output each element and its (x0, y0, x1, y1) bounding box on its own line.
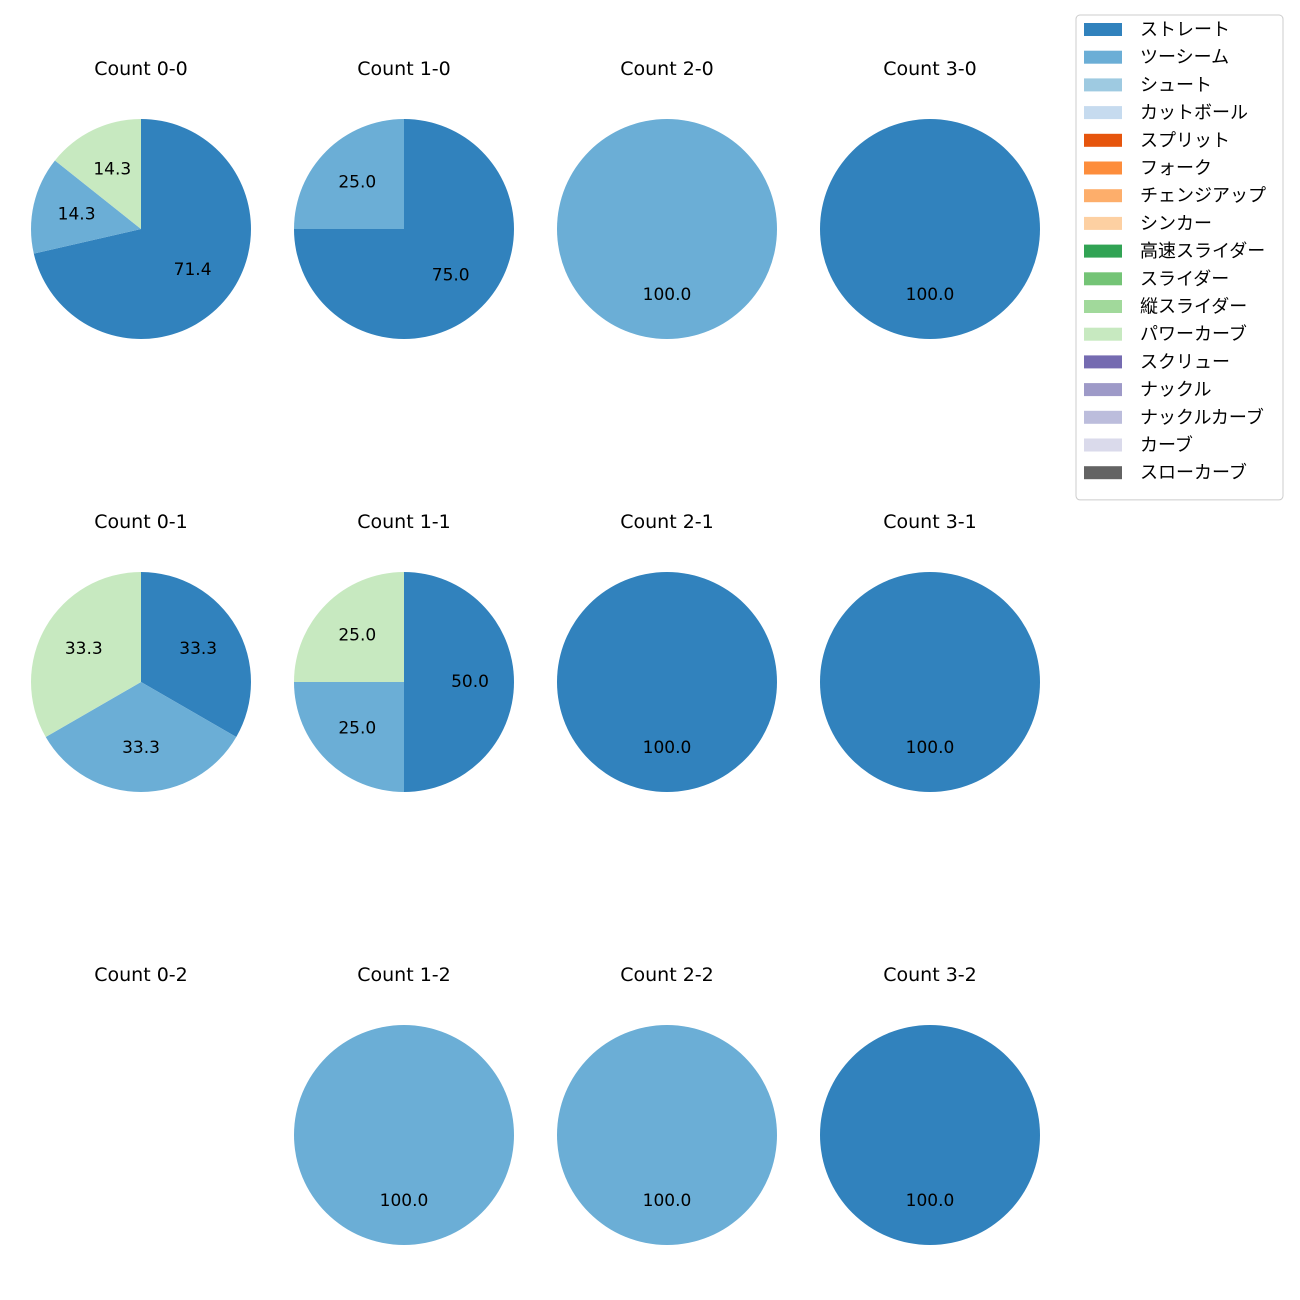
pie-12: Count 3-2 100.0 (820, 964, 1040, 1245)
pie-4: Count 3-0 100.0 (820, 58, 1040, 339)
pie-title: Count 2-0 (620, 58, 714, 80)
pie-slice (557, 119, 777, 339)
legend-swatch (1084, 133, 1122, 147)
legend-label: チェンジアップ (1140, 186, 1266, 207)
pie-6: Count 1-1 50.0 25.0 25.0 (294, 511, 514, 792)
pie-title: Count 2-1 (620, 511, 714, 533)
legend-label: シンカー (1140, 213, 1212, 234)
pie-slice (294, 682, 404, 792)
legend-label: ツーシーム (1140, 47, 1229, 68)
slice-label: 33.3 (122, 738, 160, 758)
pie-title: Count 1-2 (357, 964, 451, 986)
pie-2: Count 1-0 75.0 25.0 (294, 58, 514, 339)
pie-slice (820, 572, 1040, 792)
slice-label: 14.3 (58, 204, 96, 224)
slice-label: 100.0 (643, 285, 692, 305)
pie-title: Count 0-1 (94, 511, 188, 533)
legend-label: ストレート (1140, 20, 1230, 41)
legend-label: ナックルカーブ (1140, 406, 1264, 428)
legend-label: 高速スライダー (1140, 241, 1265, 262)
pie-slice (30, 160, 142, 254)
legend-swatch (1084, 410, 1122, 424)
slice-label: 33.3 (65, 639, 103, 659)
legend-label: カットボール (1140, 103, 1248, 124)
slice-label: 25.0 (338, 625, 376, 645)
pie-slice (557, 1025, 777, 1245)
slice-label: 14.3 (93, 160, 131, 180)
pie-title: Count 3-1 (883, 511, 977, 533)
legend: ストレートツーシームシュートカットボールスプリットフォークチェンジアップシンカー… (1075, 14, 1284, 501)
slice-label: 100.0 (906, 285, 955, 305)
legend-swatch (1084, 189, 1122, 203)
legend-label: スローカーブ (1140, 462, 1247, 484)
slice-label: 100.0 (906, 738, 955, 758)
pie-title: Count 0-0 (94, 58, 188, 80)
legend-swatch (1084, 50, 1122, 64)
pie-slice (45, 682, 237, 792)
slice-label: 71.4 (174, 260, 212, 280)
pie-3: Count 2-0 100.0 (557, 58, 777, 339)
pie-11: Count 2-2 100.0 (557, 964, 777, 1245)
legend-swatch (1084, 106, 1122, 120)
pie-slice (404, 572, 514, 792)
pie-slice (141, 572, 251, 737)
legend-label: シュート (1140, 75, 1212, 96)
legend-label: ナックル (1140, 380, 1211, 401)
slice-label: 100.0 (643, 738, 692, 758)
legend-label: スクリュー (1140, 352, 1230, 373)
legend-swatch (1084, 466, 1122, 480)
slice-label: 25.0 (338, 719, 376, 739)
legend-label: スプリット (1140, 130, 1230, 151)
slice-label: 100.0 (906, 1191, 955, 1211)
legend-swatch (1084, 355, 1122, 369)
legend-swatch (1084, 327, 1122, 341)
legend-swatch (1084, 78, 1122, 92)
pie-slice (31, 572, 142, 737)
pie-9: Count 0-2 (94, 964, 188, 986)
slice-label: 33.3 (179, 639, 217, 659)
legend-swatch (1084, 216, 1122, 230)
legend-frame (1075, 14, 1284, 501)
pie-5: Count 0-1 33.3 33.3 33.3 (31, 511, 251, 792)
legend-swatch (1084, 300, 1122, 313)
pie-slice (54, 118, 141, 229)
slice-label: 100.0 (380, 1191, 429, 1211)
slice-label: 75.0 (432, 266, 470, 286)
pie-8: Count 3-1 100.0 (820, 511, 1040, 792)
pie-slice (33, 119, 251, 339)
pie-title: Count 3-2 (883, 964, 977, 986)
pie-title: Count 2-2 (620, 964, 714, 986)
pie-title: Count 3-0 (883, 58, 977, 80)
slice-label: 25.0 (338, 172, 376, 192)
pie-title: Count 1-0 (357, 58, 451, 80)
legend-swatch (1084, 272, 1122, 286)
pie-slice (820, 1025, 1040, 1245)
pie-slice (294, 572, 404, 682)
legend-swatch (1084, 23, 1122, 36)
legend-swatch (1084, 244, 1122, 258)
pie-slice (294, 119, 404, 229)
pie-10: Count 1-2 100.0 (294, 964, 514, 1245)
pie-slice (294, 1025, 514, 1245)
legend-swatch (1084, 438, 1122, 452)
slice-label: 50.0 (451, 672, 489, 692)
legend-swatch (1084, 383, 1122, 397)
pie-slice (557, 572, 777, 792)
legend-swatch (1084, 161, 1122, 175)
legend-label: フォーク (1140, 158, 1212, 179)
slice-label: 100.0 (643, 1191, 692, 1211)
pie-title: Count 1-1 (357, 511, 451, 533)
pie-title: Count 0-2 (94, 964, 188, 986)
pie-slice (820, 119, 1040, 339)
pie-1: Count 0-0 71.4 14.3 14.3 (30, 58, 251, 339)
legend-label: カーブ (1140, 434, 1193, 456)
legend-label: 縦スライダー (1140, 297, 1247, 318)
legend-label: パワーカーブ (1140, 323, 1247, 345)
pie-7: Count 2-1 100.0 (557, 511, 777, 792)
legend-label: スライダー (1140, 269, 1229, 290)
